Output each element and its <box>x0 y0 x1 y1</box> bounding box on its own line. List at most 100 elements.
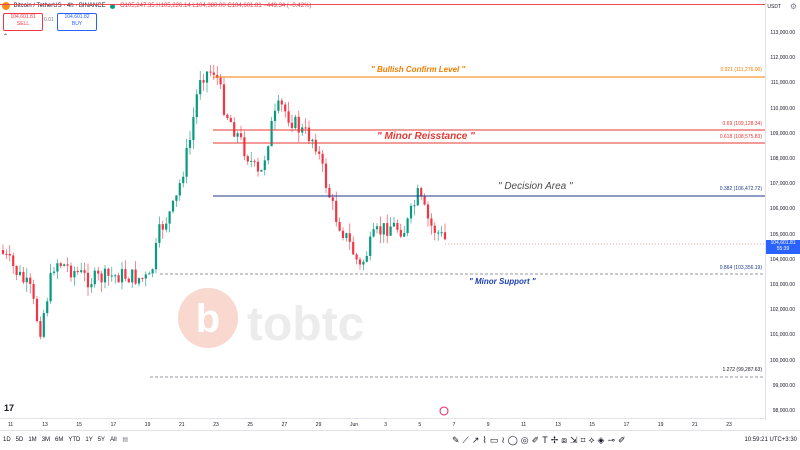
current-price: 104,601.81 <box>770 240 796 246</box>
candle-body <box>175 195 178 201</box>
currency-label[interactable]: USDT <box>767 4 781 10</box>
candle-body <box>52 271 56 273</box>
rect-icon[interactable]: ▭ <box>489 435 502 445</box>
ray-icon[interactable]: ↗ <box>471 435 483 445</box>
symbol-title[interactable]: Bitcoin / TetherUS · 4h · BINANCE <box>13 3 106 9</box>
sell-button[interactable]: 104,601.81 SELL <box>3 13 43 31</box>
date-range-icon[interactable]: ▤ <box>122 437 129 443</box>
time-axis[interactable]: 11 13 15 17 19 21 23 25 27 29 Jun 3 5 7 9 11 13 15 17 19 21 2… <box>0 418 765 430</box>
timeframe-all[interactable]: All <box>110 437 117 443</box>
candle-body <box>246 156 249 162</box>
annotation-decision[interactable]: " Decision Area " <box>498 181 573 192</box>
timeframe-1m[interactable]: 1M <box>28 437 37 443</box>
candle-body <box>154 242 158 270</box>
candle-body <box>297 116 300 133</box>
candle-body <box>389 226 392 236</box>
candle-body <box>46 301 49 314</box>
candle-body <box>413 205 416 207</box>
candle-body <box>335 200 338 222</box>
price-axis[interactable]: USDT ⚙ 113,000.00 112,000.00 111,000.00 110… <box>765 0 800 420</box>
arrows-icon[interactable]: ⇲ <box>569 435 581 445</box>
candle-body <box>226 114 229 118</box>
candle-body <box>171 200 175 212</box>
candle-body <box>375 226 379 230</box>
time-tick: 25 <box>247 422 253 428</box>
text-icon[interactable]: T <box>542 435 551 445</box>
trend-line-icon[interactable]: ⟋ <box>462 435 472 445</box>
candle-body <box>110 275 113 277</box>
timeframe-5d[interactable]: 5D <box>15 437 24 443</box>
candle-body <box>93 270 96 285</box>
price-tick: 106,000.00 <box>769 206 795 213</box>
crosshair-icon[interactable]: ✢ <box>550 435 562 445</box>
timeframe-ytd[interactable]: YTD <box>68 437 81 443</box>
candle-body <box>256 161 260 172</box>
annotation-resistance[interactable]: " Minor Reisstance " <box>377 131 475 142</box>
buy-button[interactable]: 104,601.82 BUY <box>57 13 97 31</box>
candle-body <box>341 230 345 238</box>
candle-body <box>39 321 42 337</box>
candle-body <box>56 263 59 272</box>
timeframe-1d[interactable]: 1D <box>3 437 11 443</box>
top-price-line <box>0 4 765 5</box>
candle-body <box>406 218 409 234</box>
timeframe-1y[interactable]: 1Y <box>85 437 93 443</box>
grid-icon[interactable]: ⌗ <box>580 435 589 445</box>
candle-body <box>430 218 433 226</box>
timeframe-3m[interactable]: 3M <box>41 437 51 443</box>
candle-body <box>212 72 215 75</box>
pen-icon[interactable]: ✎ <box>452 435 463 445</box>
clock[interactable]: 10:59:21 UTC+3:30 <box>744 437 797 443</box>
magnet-icon[interactable]: ⊸ <box>607 435 619 445</box>
candle-body <box>188 139 192 148</box>
candle-body <box>222 84 226 115</box>
candle-body <box>127 278 130 283</box>
candle-body <box>63 264 66 267</box>
level-label-069: 0.69 (109,128.34) <box>722 121 762 127</box>
ruler-icon[interactable]: ✐ <box>618 435 629 445</box>
annotation-bullish[interactable]: " Bullish Confirm Level " <box>371 65 466 74</box>
candle-body <box>178 183 181 196</box>
candle-body <box>273 110 277 122</box>
time-tick: 21 <box>692 422 698 428</box>
eraser-icon[interactable]: ◈ <box>597 435 608 445</box>
level-label-0864: 0.864 (103,356.19) <box>719 265 762 271</box>
level-label-0921: 0.921 (111,276.00) <box>720 67 762 73</box>
candle-body <box>134 269 137 284</box>
candle-body <box>362 261 365 265</box>
price-chart[interactable] <box>0 0 765 418</box>
time-tick: 23 <box>213 422 219 428</box>
timeframe-5y[interactable]: 5Y <box>97 437 106 443</box>
tradingview-logo-icon[interactable]: 17 <box>4 403 15 413</box>
candle-body <box>379 226 382 235</box>
zigzag-icon[interactable]: ⌇ <box>482 435 490 445</box>
drawing-tools[interactable]: ✎⟋↗⌇▭≀◯◎✐T✢⧈⇲⌗⟡◈⊸✐ <box>452 435 629 446</box>
circle-icon[interactable]: ◯ <box>507 435 521 445</box>
time-tick: 17 <box>623 422 630 428</box>
annotation-support[interactable]: " Minor Support " <box>469 277 536 286</box>
candle-body <box>66 264 69 266</box>
candle-body <box>100 273 103 283</box>
candle-body <box>12 255 15 266</box>
candle-body <box>165 223 168 230</box>
candle-body <box>399 229 402 237</box>
candle-body <box>260 169 263 172</box>
target-icon[interactable]: ◎ <box>520 435 532 445</box>
gear-icon[interactable]: ⚙ <box>789 2 797 11</box>
pattern-icon[interactable]: ⟡ <box>588 435 598 445</box>
brush-icon[interactable]: ✐ <box>531 435 543 445</box>
fib-icon[interactable]: ⧈ <box>561 435 570 445</box>
candle-body <box>42 313 45 337</box>
timeframe-6m[interactable]: 6M <box>55 437 64 443</box>
candle-body <box>321 153 324 164</box>
candle-body <box>331 197 334 201</box>
candle-body <box>199 80 202 95</box>
sell-label: SELL <box>16 21 30 27</box>
candle-body <box>355 254 358 260</box>
candle-body <box>420 188 423 197</box>
candle-body <box>141 278 144 280</box>
candle-body <box>386 223 389 236</box>
path-icon[interactable]: ≀ <box>501 435 508 445</box>
candle-body <box>307 127 311 142</box>
collapse-chevron-icon[interactable]: ⌃ <box>3 34 9 40</box>
